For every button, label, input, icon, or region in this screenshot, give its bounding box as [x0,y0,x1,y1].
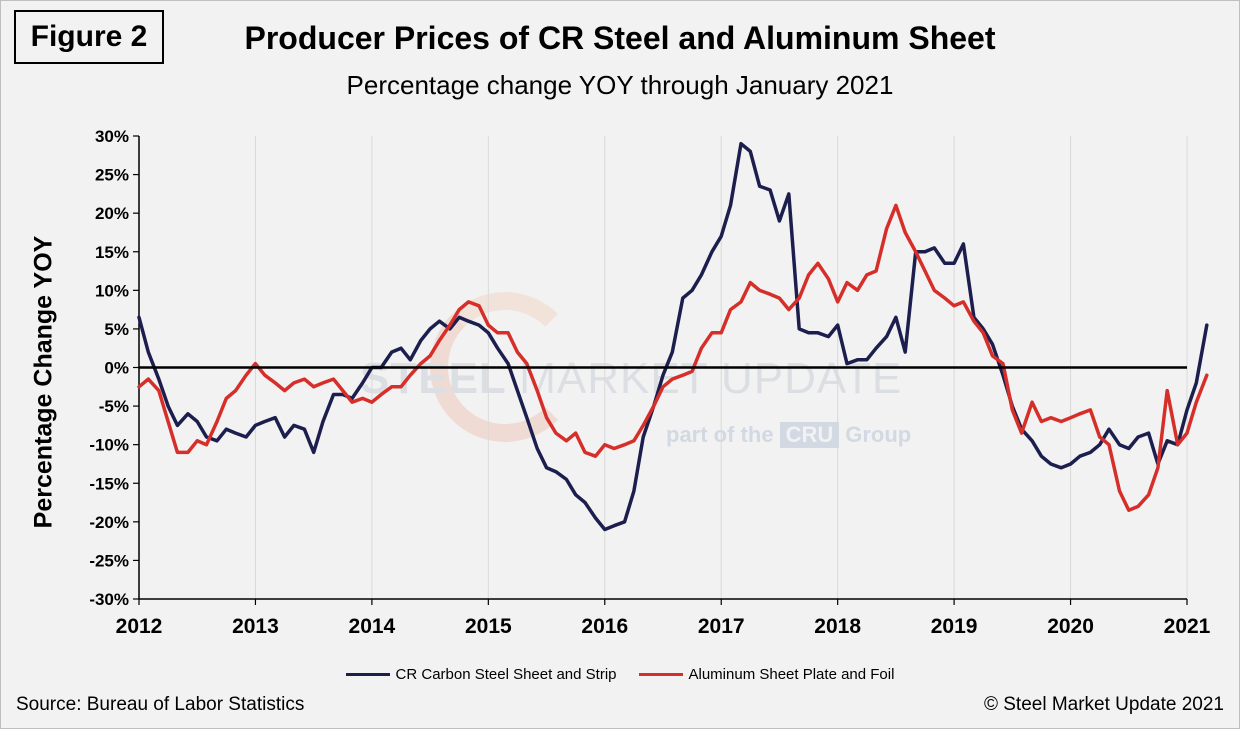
y-tick-label: -30% [89,590,129,609]
y-tick-label: 15% [95,243,129,262]
x-tick-label: 2016 [581,615,628,638]
series-line-steel [137,141,1209,532]
chart-subtitle: Percentage change YOY through January 20… [346,70,894,100]
x-tick-label: 2012 [116,615,163,638]
chart-title: Producer Prices of CR Steel and Aluminum… [0,20,1240,57]
y-tick-label: 0% [104,359,129,378]
x-tick-label: 2020 [1047,615,1094,638]
chart-title-text: Producer Prices of CR Steel and Aluminum… [244,20,996,56]
legend-label-steel: CR Carbon Steel Sheet and Strip [395,666,617,683]
source-note: Source: Bureau of Labor Statistics [16,694,305,715]
legend-item-steel: CR Carbon Steel Sheet and Strip [345,666,617,683]
y-tick-label: 30% [95,127,129,146]
x-tick-label: 2018 [814,615,861,638]
y-tick-label: -5% [99,397,129,416]
y-tick-label: 5% [104,320,129,339]
x-tick-label: 2017 [698,615,745,638]
x-tick-label: 2015 [465,615,512,638]
legend-label-aluminum: Aluminum Sheet Plate and Foil [688,666,895,683]
y-tick-label: -25% [89,551,129,570]
watermark-sub: part of the CRU Group [666,422,911,448]
legend-item-aluminum: Aluminum Sheet Plate and Foil [638,666,895,683]
legend-swatch-steel [345,673,390,676]
legend: CR Carbon Steel Sheet and Strip Aluminum… [0,666,1240,683]
x-tick-label: 2014 [349,615,396,638]
legend-swatch-aluminum [638,673,683,676]
copyright-note: © Steel Market Update 2021 [983,694,1224,715]
watermark-sub-suffix: Group [845,422,912,447]
x-tick-label: 2019 [931,615,978,638]
y-tick-label: 10% [95,281,129,300]
y-tick-label: -20% [89,513,129,532]
y-tick-label: 25% [95,166,129,185]
y-tick-label: -10% [89,436,129,455]
x-tick-label: 2021 [1164,615,1211,638]
y-tick-label: 20% [95,204,129,223]
watermark-cru-badge: CRU [779,422,840,448]
x-tick-label: 2013 [232,615,279,638]
y-tick-label: -15% [89,474,129,493]
figure-label: Figure 2 [14,10,164,64]
watermark-sub-prefix: part of the [666,422,774,447]
series-line-aluminum [137,203,1209,513]
